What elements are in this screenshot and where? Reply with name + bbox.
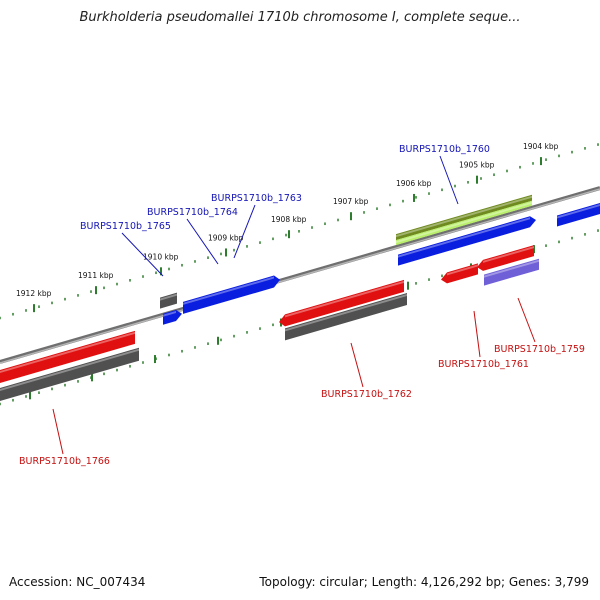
- gene-burps1710b-1765-shine: [163, 310, 176, 317]
- feature-gray-1762: [285, 292, 407, 341]
- gene-forward-edge-shine: [557, 204, 600, 219]
- feature-purple: [484, 258, 539, 286]
- gene-burps1710b-1760: [398, 216, 536, 266]
- label-layer: BURPS1710b_1760 BURPS1710b_1763 BURPS1710b…: [19, 144, 585, 467]
- tick-label: 1909 kbp: [208, 233, 244, 242]
- gene-burps1710b-1760-shine: [398, 217, 530, 258]
- tick-label: 1908 kbp: [271, 215, 307, 224]
- feature-gray-1766: [0, 347, 139, 401]
- leader-line: [350, 342, 364, 388]
- map-title: Burkholderia pseudomallei 1710b chromoso…: [79, 10, 521, 25]
- feature-layer: [0, 194, 600, 401]
- gene-label: BURPS1710b_1763: [211, 193, 302, 204]
- gene-burps1710b-1762-shine: [285, 280, 404, 318]
- leader-line: [439, 155, 459, 205]
- feature-purple-shine: [484, 259, 539, 278]
- gene-label: BURPS1710b_1760: [399, 144, 490, 155]
- leader-line: [121, 232, 164, 277]
- feature-gray-1766-shine: [0, 348, 139, 391]
- tick-label: 1904 kbp: [523, 142, 559, 151]
- leader-line: [52, 408, 64, 455]
- gene-burps1710b-1762: [279, 279, 404, 327]
- gene-forward-edge: [557, 203, 600, 227]
- feature-olive: [396, 194, 532, 241]
- accession-text: Accession: NC_007434: [9, 575, 146, 589]
- feature-gray-small-shine: [160, 293, 177, 301]
- gene-label: BURPS1710b_1766: [19, 456, 110, 467]
- tick-label: 1912 kbp: [16, 289, 52, 298]
- gene-burps1710b-1759: [477, 245, 534, 271]
- gene-burps1710b-1766: [0, 330, 135, 383]
- gene-label: BURPS1710b_1759: [494, 344, 585, 355]
- gene-label: BURPS1710b_1764: [147, 207, 238, 218]
- leader-line: [233, 204, 256, 259]
- tick-label: 1906 kbp: [396, 179, 432, 188]
- gene-burps1710b-1766-shine: [0, 331, 135, 373]
- tick-label: 1910 kbp: [143, 252, 179, 261]
- feature-lime-shine: [396, 201, 532, 244]
- feature-lime: [396, 200, 532, 246]
- gene-burps1710b-1765: [163, 309, 182, 325]
- tick-label: 1911 kbp: [78, 271, 114, 280]
- tick-label: 1907 kbp: [333, 197, 369, 206]
- feature-gray-1762-shine: [285, 293, 407, 332]
- leader-line: [473, 310, 481, 358]
- genome-summary-text: Topology: circular; Length: 4,126,292 bp…: [259, 575, 589, 589]
- chromosome-backbone: [0, 186, 600, 364]
- feature-gray-small: [160, 292, 177, 309]
- gene-burps1710b-1761: [441, 263, 478, 284]
- gene-label: BURPS1710b_1762: [321, 389, 412, 400]
- gene-label: BURPS1710b_1761: [438, 359, 529, 370]
- backbone-line: [0, 186, 600, 364]
- backbone-highlight: [0, 188, 600, 364]
- leader-line: [186, 218, 219, 265]
- gene-label: BURPS1710b_1765: [80, 221, 171, 232]
- gene-burps1710b-1759-shine: [483, 246, 534, 263]
- feature-olive-shine: [396, 195, 532, 238]
- tick-label: 1905 kbp: [459, 161, 495, 170]
- scale-track: 1904 kbp 1905 kbp 1906 kbp 1907 kbp 1908 kbp…: [0, 142, 599, 406]
- leader-line: [517, 297, 536, 343]
- gene-burps1710b-1763: [183, 275, 280, 314]
- gene-burps1710b-1763-shine: [183, 276, 274, 305]
- gene-burps1710b-1761-shine: [447, 264, 478, 276]
